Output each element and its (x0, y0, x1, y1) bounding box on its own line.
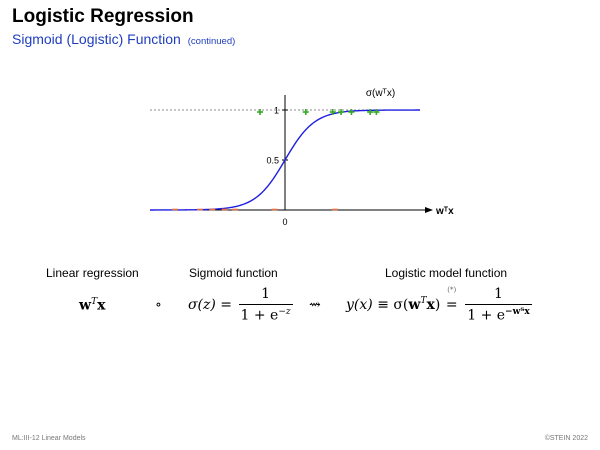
logistic-model-label: Logistic model function (385, 266, 508, 280)
footer-right: ©STEIN 2022 (544, 435, 588, 442)
sigmoid-lhs: σ(z) = (188, 296, 233, 313)
sigmoid-numerator: 1 (238, 286, 293, 305)
logistic-model-formula: y(x) ≡ σ(wTx) (*) = 1 1 + e−wᵀx (346, 286, 534, 324)
slide-title: Logistic Regression (12, 6, 194, 27)
footer-left: ML:III-12 Linear Models (12, 435, 86, 442)
leadsto-symbol: ⇝ (309, 297, 321, 313)
data-points (171, 109, 380, 211)
y-tick-label: 1 (274, 106, 279, 116)
sigmoid-plot: 1 0.5 0 σ(wᵀx) wᵀx (150, 88, 454, 227)
linear-formula: wTx (79, 297, 105, 314)
x-tick-label: 0 (282, 217, 287, 227)
subtitle-note: (continued) (187, 36, 236, 47)
sigmoid-den-exp: −z (278, 307, 291, 317)
linear-regression-label: Linear regression (46, 266, 139, 280)
model-w: w (408, 296, 421, 313)
positive-point (348, 109, 355, 115)
linear-x: x (97, 297, 106, 314)
positive-point (257, 109, 264, 115)
model-den-exp: −wᵀx (505, 307, 530, 317)
star-annotation: (*) (447, 285, 457, 294)
model-equiv: ≡ (377, 296, 389, 313)
equals-sign: = (445, 296, 458, 313)
positive-point (338, 109, 345, 115)
starred-equals: (*) = (445, 286, 459, 313)
sigmoid-formula: σ(z) = 1 1 + e−z (188, 286, 295, 324)
sigmoid-curve (150, 109, 420, 211)
x-axis-label: wᵀx (435, 206, 454, 217)
model-sigma-open: σ( (393, 296, 409, 313)
positive-point (302, 109, 309, 115)
model-y: y(x) (346, 296, 373, 313)
model-x: x (426, 296, 435, 313)
function-label: σ(wᵀx) (366, 88, 395, 99)
sigmoid-den-base: 1 + e (240, 307, 279, 324)
x-ticks: 0 (282, 217, 287, 227)
sigmoid-fraction: 1 1 + e−z (238, 286, 293, 324)
y-tick-label: 0.5 (266, 156, 279, 166)
slide-subtitle: Sigmoid (Logistic) Function (continued) (12, 31, 235, 47)
model-transpose: T (420, 296, 427, 307)
model-sigma-close: ) (434, 296, 441, 313)
model-den-base: 1 + e (467, 307, 506, 324)
model-numerator: 1 (465, 286, 532, 305)
linear-transpose: T (91, 297, 98, 307)
sigmoid-denominator: 1 + e−z (239, 305, 293, 324)
model-denominator: 1 + e−wᵀx (465, 305, 532, 324)
subtitle-text: Sigmoid (Logistic) Function (12, 31, 181, 47)
positive-point (373, 109, 380, 115)
positive-point (367, 109, 374, 115)
positive-point (329, 109, 336, 115)
model-fraction: 1 1 + e−wᵀx (465, 286, 532, 324)
composition-symbol: ∘ (155, 297, 162, 313)
linear-w: w (79, 297, 92, 314)
sigmoid-function-label: Sigmoid function (189, 266, 278, 280)
